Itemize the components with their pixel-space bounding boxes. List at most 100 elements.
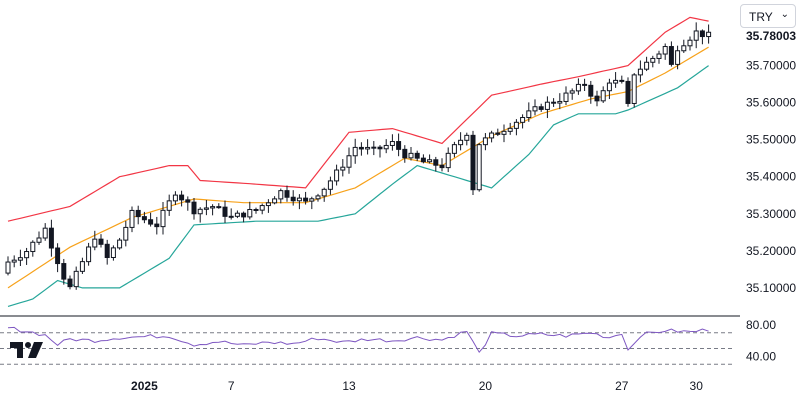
candle-body <box>55 247 61 265</box>
candle-body <box>551 101 557 104</box>
candle-body <box>687 39 693 47</box>
candle <box>309 196 315 210</box>
candle <box>489 130 495 143</box>
candle-body <box>117 239 123 249</box>
last-price-label: 35.78003 <box>746 29 796 43</box>
candle-body <box>104 243 110 259</box>
candle <box>160 201 166 235</box>
candle <box>110 245 116 261</box>
currency-label: TRY <box>749 10 773 24</box>
candle-body <box>606 82 612 92</box>
candle <box>352 138 358 164</box>
candle <box>507 122 513 135</box>
candle-body <box>234 212 240 217</box>
candle <box>141 211 147 224</box>
candle-body <box>582 83 588 86</box>
candle <box>24 247 30 265</box>
candle <box>73 266 79 290</box>
candle-body <box>265 202 271 207</box>
candle <box>687 36 693 51</box>
candle-body <box>5 261 11 274</box>
candle <box>606 78 612 100</box>
price-tick-label: 35.20000 <box>746 244 796 258</box>
candle-body <box>129 209 135 228</box>
candle <box>495 128 501 137</box>
candle <box>203 200 209 216</box>
candle <box>650 55 656 68</box>
candle-body <box>123 226 129 241</box>
candle-body <box>699 30 705 38</box>
candle-body <box>160 209 166 228</box>
candle-body <box>619 79 625 82</box>
candle-body <box>644 61 650 70</box>
time-tick-label: 20 <box>479 379 493 393</box>
candle <box>600 86 606 103</box>
candle <box>396 133 402 157</box>
candle <box>148 212 154 227</box>
candle <box>265 199 271 213</box>
candle <box>389 134 395 151</box>
candle-body <box>451 144 457 154</box>
candle-body <box>86 246 92 263</box>
time-tick-label: 2025 <box>131 379 158 393</box>
candle-body <box>141 216 147 221</box>
time-tick-label: 30 <box>690 379 704 393</box>
candle <box>129 206 135 233</box>
candle <box>98 234 104 248</box>
candle-body <box>73 270 79 288</box>
candle-body <box>389 141 395 146</box>
candle-body <box>464 134 470 141</box>
lower-band-line <box>7 65 709 307</box>
tradingview-logo-icon[interactable] <box>10 340 44 360</box>
candle <box>644 56 650 72</box>
candle <box>619 75 625 84</box>
candle-body <box>352 146 358 157</box>
candle-body <box>458 139 464 146</box>
candle <box>327 176 333 195</box>
candle <box>433 156 439 172</box>
candle-body <box>203 207 209 210</box>
candle <box>79 257 85 274</box>
candle-body <box>371 146 377 149</box>
candle <box>706 24 712 44</box>
candle <box>340 159 346 177</box>
candle <box>36 231 42 245</box>
candle <box>346 147 352 174</box>
candle-body <box>662 46 668 55</box>
candle <box>290 190 296 206</box>
candle <box>445 147 451 173</box>
candle-body <box>210 206 216 209</box>
candle-body <box>594 95 600 102</box>
candle-body <box>476 144 482 191</box>
currency-selector[interactable]: TRY ⌄ <box>740 4 796 28</box>
candle <box>414 150 420 162</box>
candle <box>259 203 265 215</box>
candle-body <box>513 121 519 129</box>
candle <box>365 139 371 155</box>
candle <box>451 141 457 158</box>
candle-body <box>259 205 265 211</box>
candle-body <box>489 132 495 139</box>
candle <box>216 203 222 209</box>
candle-body <box>414 152 420 159</box>
candle <box>582 78 588 92</box>
candle <box>377 145 383 158</box>
candle-body <box>402 148 408 159</box>
candle <box>284 185 290 202</box>
candle-body <box>42 227 48 239</box>
candle-body <box>222 206 228 217</box>
candle <box>104 239 110 265</box>
candle <box>228 208 234 220</box>
candle <box>482 133 488 151</box>
candle <box>5 256 11 276</box>
candle-body <box>501 130 507 135</box>
price-tick-label: 35.70000 <box>746 59 796 73</box>
candle-body <box>321 188 327 197</box>
candle-body <box>241 212 247 218</box>
bollinger-bands <box>7 16 709 307</box>
candle-body <box>433 159 439 166</box>
candle <box>420 154 426 164</box>
candle-body <box>278 190 284 200</box>
